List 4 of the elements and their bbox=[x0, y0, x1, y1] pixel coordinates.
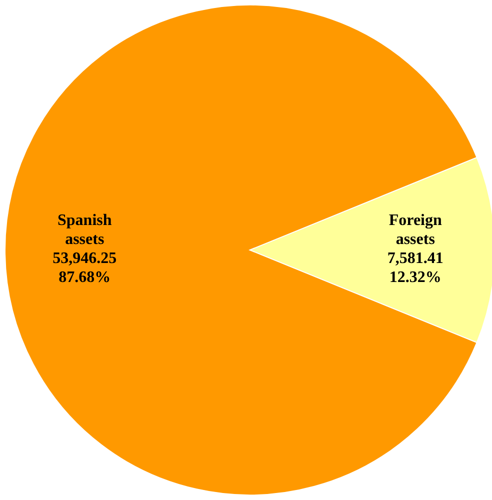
slice-label: Spanish assets bbox=[57, 212, 112, 248]
slice-label: Foreign assets bbox=[388, 212, 442, 248]
data-label: 7,581.41 12.32% bbox=[387, 250, 444, 286]
data-label: 53,946.25 87.68% bbox=[52, 250, 117, 286]
